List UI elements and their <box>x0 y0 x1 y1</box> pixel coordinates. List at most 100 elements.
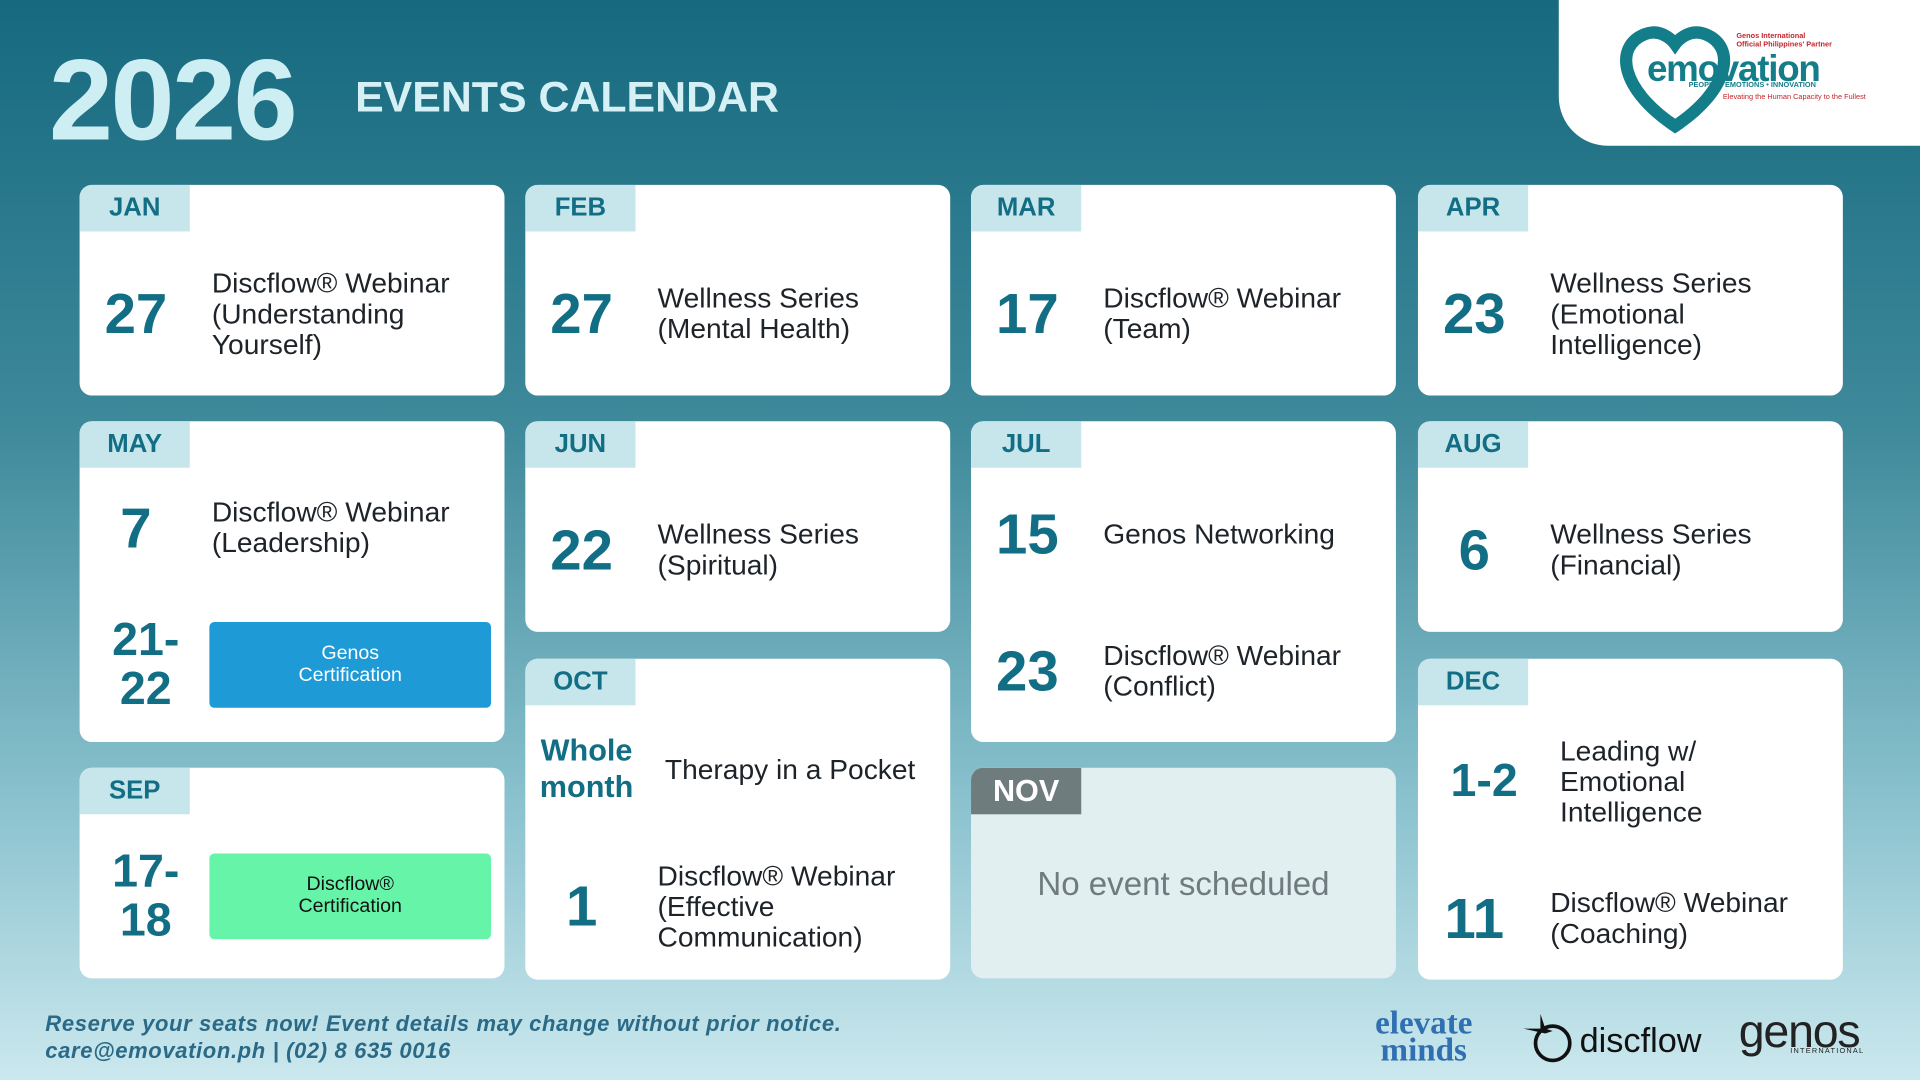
month-events: 7 Discflow® Webinar (Leadership) 21-22 Genos… <box>80 468 505 742</box>
event-title-line: (Mental Health) <box>657 312 851 345</box>
event-title-line: (Financial) <box>1550 548 1682 581</box>
month-card: SEP 17-18 Discflow® Certification <box>79 767 505 979</box>
event-title: Discflow® Webinar (Leadership) <box>212 496 450 558</box>
event-title-line: Discflow® Webinar <box>1550 886 1788 919</box>
month-events: 17-18 Discflow® Certification <box>80 814 505 978</box>
month-card: DEC 1-2 Leading w/Emotional Intelligence 11 D… <box>1417 658 1843 980</box>
event-title-line: Certification <box>298 664 402 686</box>
event-title-line: Genos Networking <box>1103 517 1335 550</box>
event-date: 27 <box>104 281 168 346</box>
event: 1-2 Leading w/Emotional Intelligence <box>1418 734 1843 828</box>
event-title-line: (Emotional <box>1550 296 1685 329</box>
event-date: Whole month <box>539 733 634 805</box>
event-title-line: Discflow® Webinar <box>657 859 896 892</box>
event: 7 Discflow® Webinar (Leadership) <box>80 495 505 559</box>
event: 15 Genos Networking <box>971 502 1396 566</box>
month-events: 17 Discflow® Webinar (Team) <box>971 231 1396 395</box>
tagline: PEOPLE • EMOTIONS • INNOVATION <box>1688 82 1816 90</box>
event-title-line: Wellness Series <box>657 281 859 314</box>
event-title: Discflow® Webinar (Conflict) <box>1103 640 1341 701</box>
event-date: 22 <box>550 517 613 582</box>
event-title-line: Communication) <box>657 920 863 953</box>
event-date: 23 <box>1442 281 1506 346</box>
event: 1 Discflow® Webinar (Effective Communicatio… <box>525 859 950 953</box>
event: 11 Discflow® Webinar (Coaching) <box>1418 886 1843 951</box>
event-title-line: Wellness Series <box>1550 266 1752 299</box>
event-date: 17 <box>996 281 1059 346</box>
year: 2026 <box>48 35 298 165</box>
month-card: JUL 15 Genos Networking 23 Discflow® Webinar… <box>971 421 1396 743</box>
event-title-line: Leading w/ <box>1560 734 1697 767</box>
logo-panel: Genos International Official Philippines… <box>1558 0 1920 146</box>
month-card: OCT Whole month Therapy in a Pocket 1 Discfl… <box>525 658 951 980</box>
event-title-line: (Team) <box>1103 312 1191 345</box>
partner-2: Official Philippines' Partner <box>1736 41 1832 49</box>
event-title-line: Certification <box>298 896 402 918</box>
event-title-line: Discflow® Webinar <box>1103 281 1342 314</box>
event-title-line: Wellness Series <box>1550 517 1752 550</box>
event-title: Genos Networking <box>1103 517 1335 550</box>
event-title: Wellness Series (Financial) <box>1550 519 1751 580</box>
month-card: FEB 27 Wellness Series (Mental Health) <box>525 184 951 396</box>
event-title-line: Wellness Series <box>657 517 859 550</box>
month-events: 1-2 Leading w/Emotional Intelligence 11 Disc… <box>1418 705 1843 979</box>
event: 22 Wellness Series (Spiritual) <box>525 519 950 580</box>
event-date: 23 <box>996 639 1059 703</box>
event-title-line: Genos <box>321 642 380 664</box>
month-card: NOV No event scheduled <box>971 767 1396 979</box>
event-date: 1 <box>565 874 598 939</box>
event: 27 Wellness Series (Mental Health) <box>525 281 950 346</box>
month-events: 27 Wellness Series (Mental Health) <box>525 231 950 395</box>
month-card: APR 23 Wellness Series (Emotional Intelligen… <box>1417 184 1843 396</box>
event-title: Discflow® Webinar (Understanding Yourself) <box>212 267 450 360</box>
genos-sub: INTERNATIONAL <box>1790 1048 1865 1056</box>
discflow-logo: discflow <box>1579 1021 1702 1060</box>
month-label: JAN <box>79 184 190 232</box>
event-title: Leading w/Emotional Intelligence <box>1560 734 1702 828</box>
elevate-2: minds <box>1380 1031 1467 1068</box>
event-date: 17-18 <box>112 846 180 947</box>
month-card: MAY 7 Discflow® Webinar (Leadership) 21-22 Ge… <box>79 421 505 743</box>
genos-logo: genos <box>1738 1006 1861 1058</box>
footer-contact: care@emovation.ph | (02) 8 635 0016 <box>45 1038 451 1063</box>
event: 23 Discflow® Webinar (Conflict) <box>971 640 1396 701</box>
brand: emovation <box>1646 48 1821 90</box>
event-date: 21-22 <box>112 614 180 715</box>
month-label: OCT <box>525 658 636 706</box>
month-label: DEC <box>1417 658 1529 706</box>
partner-1: Genos International <box>1736 33 1806 41</box>
month-card: MAR 17 Discflow® Webinar (Team) <box>971 184 1396 396</box>
month-label: FEB <box>525 184 636 232</box>
month-events: Whole month Therapy in a Pocket 1 Discflow®… <box>525 705 950 979</box>
footer-note: Reserve your seats now! Event details ma… <box>45 1011 842 1036</box>
event-title: Wellness Series (Spiritual) <box>658 519 859 580</box>
event-date: 7 <box>120 495 152 559</box>
event-title: Wellness Series (Mental Health) <box>657 281 859 345</box>
event: 27 Discflow® Webinar (Understanding Yoursel… <box>80 267 505 360</box>
month-card: AUG 6 Wellness Series (Financial) <box>1417 421 1843 632</box>
event-title: Wellness Series (Emotional Intelligence) <box>1550 266 1752 360</box>
event-title-line: (Spiritual) <box>657 548 779 581</box>
logo-heart <box>1620 26 1731 134</box>
event-title-line: (Coaching) <box>1550 917 1688 950</box>
elevate-1: elevate <box>1375 1004 1473 1041</box>
month-label: JUN <box>525 421 636 468</box>
event-date: 15 <box>996 502 1059 566</box>
event-title-line: (Conflict) <box>1103 669 1216 702</box>
event-title: Discflow® Webinar (Coaching) <box>1550 886 1788 950</box>
event: 21-22 Genos Certification <box>80 615 505 713</box>
event-title: Genos Certification <box>209 621 492 708</box>
month-events: 15 Genos Networking 23 Discflow® Webinar (Co… <box>971 468 1396 742</box>
event-date: 11 <box>1444 886 1505 951</box>
month-events: No event scheduled <box>971 814 1396 978</box>
month-card: JUN 22 Wellness Series (Spiritual) <box>525 421 951 632</box>
month-card: JAN 27 Discflow® Webinar (Understanding Your… <box>79 184 505 396</box>
event-date: 27 <box>550 281 613 346</box>
event-title: Discflow® Webinar (Effective Communication… <box>657 859 896 953</box>
event-title-line: Therapy in a Pocket <box>664 752 916 785</box>
event-title-line: Emotional <box>1560 765 1686 797</box>
month-events: 23 Wellness Series (Emotional Intelligence) <box>1418 231 1843 395</box>
month-label: APR <box>1417 184 1529 232</box>
event-date: 6 <box>1458 517 1490 582</box>
